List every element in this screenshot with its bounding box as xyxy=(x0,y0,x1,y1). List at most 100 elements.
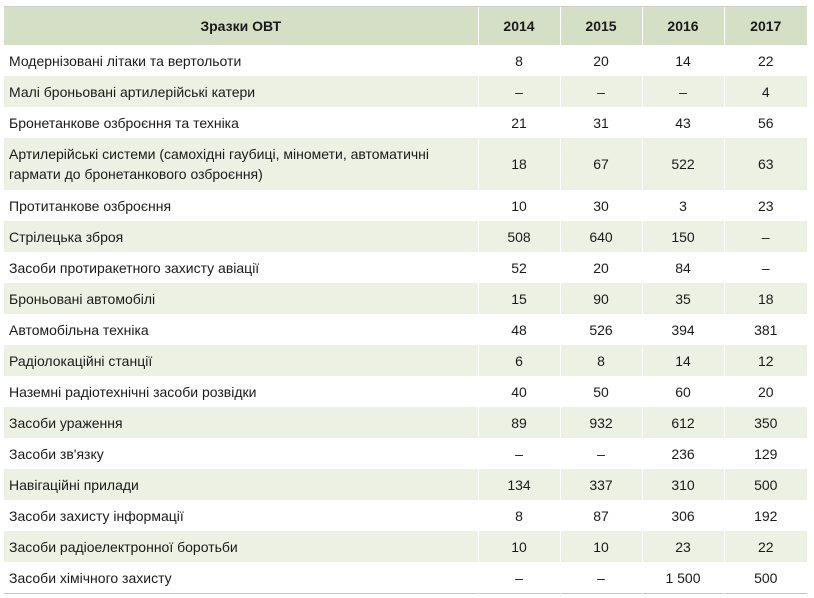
row-name: Наземні радіотехнічні засоби розвідки xyxy=(9,383,257,400)
row-value: – xyxy=(559,76,642,107)
row-value: 31 xyxy=(559,107,642,138)
row-value: 22 xyxy=(723,531,807,562)
row-value: 30 xyxy=(559,190,642,221)
row-name: Засоби зв'язку xyxy=(9,445,104,462)
row-value: 15 xyxy=(477,283,560,314)
row-name: Засоби протиракетного захисту авіації xyxy=(9,259,260,276)
row-value: 60 xyxy=(641,376,724,407)
row-value: 6 xyxy=(477,345,560,376)
table-row: Засоби протиракетного захисту авіації 52… xyxy=(4,252,807,283)
table-row: Засоби хімічного захисту – – 1 500 500 xyxy=(4,562,807,594)
row-name: Броньовані автомобілі xyxy=(4,283,478,314)
row-value: 134 xyxy=(477,469,560,500)
row-value: – xyxy=(723,221,807,252)
table-row: Малі броньовані артилерійські катери – –… xyxy=(4,76,807,107)
row-value: 14 xyxy=(641,345,724,376)
row-value: 50 xyxy=(559,376,642,407)
row-value: 63 xyxy=(723,138,807,190)
row-value: 1 500 xyxy=(641,562,724,594)
table-row: Навігаційні прилади 134 337 310 500 xyxy=(4,469,807,500)
table-row: Бронетанкове озброєння та техніка 21 31 … xyxy=(4,107,807,138)
header-name: Зразки ОВТ xyxy=(4,6,478,45)
table-row: Засоби зв'язку – – 236 129 xyxy=(4,438,807,469)
row-name: Малі броньовані артилерійські катери xyxy=(4,76,478,107)
row-value: 640 xyxy=(559,221,642,252)
row-value: – xyxy=(559,438,642,469)
table-row: Засоби радіоелектронної боротьби 10 10 2… xyxy=(4,531,807,562)
row-value: 8 xyxy=(477,45,560,76)
row-value: – xyxy=(641,76,724,107)
row-value: 8 xyxy=(477,500,560,531)
row-value: 35 xyxy=(641,283,724,314)
row-value: 192 xyxy=(723,500,807,531)
row-value: 23 xyxy=(641,531,724,562)
row-value: 10 xyxy=(477,531,560,562)
row-value: 522 xyxy=(641,138,724,190)
row-value: – xyxy=(477,562,560,594)
row-value: 150 xyxy=(641,221,724,252)
row-value: – xyxy=(723,252,807,283)
row-value: 43 xyxy=(641,107,724,138)
table-row: Засоби захисту інформації 8 87 306 192 xyxy=(4,500,807,531)
row-value: 8 xyxy=(559,345,642,376)
header-row: Зразки ОВТ 2014 2015 2016 2017 xyxy=(4,6,807,45)
row-value: 21 xyxy=(477,107,560,138)
row-name: Артилерійські системи (самохідні гаубиці… xyxy=(4,138,478,190)
row-value: 90 xyxy=(559,283,642,314)
row-value: 87 xyxy=(559,500,642,531)
row-value: 310 xyxy=(641,469,724,500)
row-value: 236 xyxy=(641,438,724,469)
row-value: 337 xyxy=(559,469,642,500)
row-value: 500 xyxy=(723,562,807,594)
weapons-table: Зразки ОВТ 2014 2015 2016 2017 Модернізо… xyxy=(4,6,807,594)
row-value: 500 xyxy=(723,469,807,500)
row-value: 40 xyxy=(477,376,560,407)
row-name: Бронетанкове озброєння та техніка xyxy=(9,114,239,131)
row-value: – xyxy=(477,76,560,107)
row-value: 84 xyxy=(641,252,724,283)
row-value: 129 xyxy=(723,438,807,469)
row-value: 20 xyxy=(723,376,807,407)
row-value: 10 xyxy=(559,531,642,562)
table-row: Засоби ураження 89 932 612 350 xyxy=(4,407,807,438)
row-value: 612 xyxy=(641,407,724,438)
row-value: 306 xyxy=(641,500,724,531)
row-value: 381 xyxy=(723,314,807,345)
header-year: 2015 xyxy=(559,6,642,45)
row-name: Навігаційні прилади xyxy=(4,469,478,500)
row-value: 350 xyxy=(723,407,807,438)
row-value: 526 xyxy=(559,314,642,345)
row-name: Модернізовані літаки та вертольоти xyxy=(9,52,242,69)
table-row: Артилерійські системи (самохідні гаубиці… xyxy=(4,138,807,190)
header-year: 2016 xyxy=(641,6,724,45)
table-row: Автомобільна техніка 48 526 394 381 xyxy=(4,314,807,345)
row-name: Засоби хімічного захисту xyxy=(9,569,172,586)
row-value: 20 xyxy=(559,45,642,76)
row-value: – xyxy=(559,562,642,594)
row-name: Радіолокаційні станції xyxy=(4,345,478,376)
row-value: 12 xyxy=(723,345,807,376)
row-value: 67 xyxy=(559,138,642,190)
table-header: Зразки ОВТ 2014 2015 2016 2017 xyxy=(4,6,807,45)
row-value: 20 xyxy=(559,252,642,283)
row-value: 52 xyxy=(477,252,560,283)
header-year: 2017 xyxy=(723,6,807,45)
table-row: Наземні радіотехнічні засоби розвідки 40… xyxy=(4,376,807,407)
row-value: 508 xyxy=(477,221,560,252)
row-value: 10 xyxy=(477,190,560,221)
row-name: Автомобільна техніка xyxy=(9,321,149,338)
row-value: 89 xyxy=(477,407,560,438)
row-value: 48 xyxy=(477,314,560,345)
row-name: Стрілецька зброя xyxy=(4,221,478,252)
row-value: 14 xyxy=(641,45,724,76)
row-name: Засоби радіоелектронної боротьби xyxy=(4,531,478,562)
row-value: – xyxy=(477,438,560,469)
row-value: 3 xyxy=(641,190,724,221)
header-year: 2014 xyxy=(477,6,560,45)
row-value: 56 xyxy=(723,107,807,138)
row-value: 18 xyxy=(477,138,560,190)
table-body: Модернізовані літаки та вертольоти 8 20 … xyxy=(4,45,807,594)
table-row: Броньовані автомобілі 15 90 35 18 xyxy=(4,283,807,314)
table-row: Протитанкове озброєння 10 30 3 23 xyxy=(4,190,807,221)
row-name: Засоби захисту інформації xyxy=(9,507,184,524)
